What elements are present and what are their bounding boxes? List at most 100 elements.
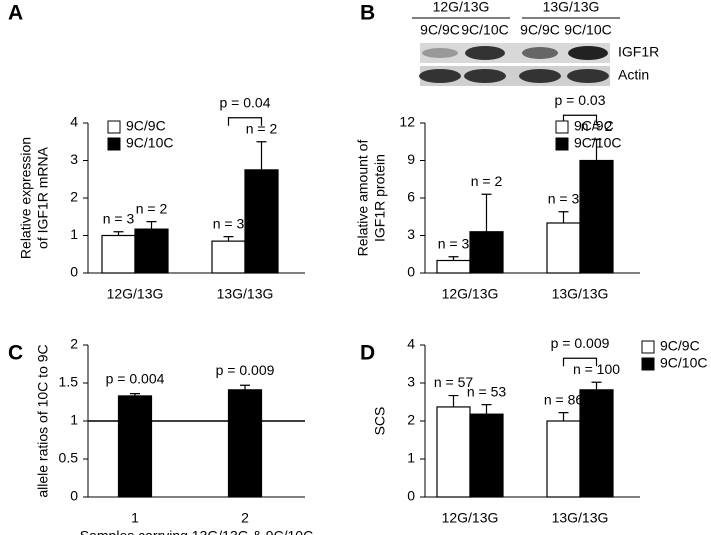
y-tick-label: 1 — [407, 450, 415, 466]
legend-label: 9C/9C — [574, 118, 614, 134]
y-tick-label: 4 — [407, 336, 415, 352]
band — [567, 69, 609, 83]
p-label: p = 0.009 — [551, 335, 610, 351]
error-bar — [481, 404, 492, 415]
bar — [546, 222, 581, 274]
n-label: n = 3 — [213, 215, 245, 231]
legend-swatch — [107, 137, 121, 151]
y-axis-label: Relative amount of — [355, 140, 371, 257]
panel-label: C — [8, 342, 23, 365]
y-tick-label: 3 — [407, 374, 415, 390]
significance-bracket — [227, 117, 263, 126]
y-tick-label: 3 — [70, 151, 78, 167]
legend-label: 9C/9C — [660, 338, 700, 354]
y-tick-label: 1 — [70, 412, 78, 428]
error-bar — [481, 193, 492, 232]
blot-group-label: 12G/13G — [433, 0, 490, 15]
n-label: n = 2 — [581, 118, 613, 134]
band — [568, 46, 608, 60]
significance-bracket — [562, 357, 598, 367]
p-label: p = 0.009 — [216, 362, 275, 378]
y-tick-label: 3 — [407, 226, 415, 242]
bar — [579, 389, 614, 498]
bar — [101, 234, 136, 274]
y-tick-label: 2 — [70, 336, 78, 352]
x-tick-label: 2 — [241, 510, 249, 526]
n-label: n = 3 — [438, 235, 470, 251]
y-tick-label: 4 — [70, 114, 78, 130]
y-axis-label: SCS — [372, 407, 388, 436]
panel-label: B — [360, 2, 375, 25]
error-bar — [113, 231, 124, 236]
bar — [469, 231, 504, 274]
legend-label: 9C/9C — [126, 118, 166, 134]
y-tick-label: 0 — [70, 264, 78, 280]
blot-band-label: IGF1R — [618, 44, 659, 60]
n-label: n = 3 — [103, 210, 135, 226]
x-tick-label: 13G/13G — [552, 510, 609, 526]
y-axis-label: IGF1R protein — [372, 154, 388, 242]
error-bar — [558, 412, 569, 421]
blot-lane-label: 9C/9C — [520, 22, 560, 38]
x-tick-label: 13G/13G — [552, 286, 609, 302]
legend-swatch — [555, 137, 569, 151]
band — [519, 69, 561, 83]
n-label: n = 3 — [548, 190, 580, 206]
legend-swatch — [641, 340, 655, 354]
bar — [436, 406, 471, 498]
error-bar — [130, 393, 140, 396]
y-tick-label: 0 — [407, 488, 415, 504]
blot-strip — [420, 66, 610, 86]
error-bar — [558, 211, 569, 223]
bar — [579, 159, 614, 274]
blot-lane-label: 9C/10C — [564, 22, 611, 38]
blot-band-label: Actin — [618, 67, 649, 83]
y-axis-label: of IGF1R mRNA — [35, 146, 51, 249]
error-bar — [256, 141, 267, 170]
legend-swatch — [641, 357, 655, 371]
bar — [117, 395, 153, 498]
error-bar — [240, 384, 250, 390]
bar — [227, 389, 263, 498]
n-label: n = 2 — [471, 173, 503, 189]
error-bar — [448, 394, 459, 407]
legend-label: 9C/10C — [126, 135, 173, 151]
bar — [211, 240, 246, 274]
band — [465, 46, 505, 60]
error-bar — [223, 236, 234, 242]
n-label: n = 86 — [544, 391, 584, 407]
n-label: n = 100 — [573, 361, 620, 377]
y-tick-label: 1 — [70, 226, 78, 242]
blot-strip — [420, 43, 610, 63]
x-tick-label: 12G/13G — [107, 286, 164, 302]
legend-swatch — [555, 120, 569, 134]
blot — [412, 17, 620, 86]
error-bar — [448, 256, 459, 261]
y-axis-label: Relative expression — [18, 137, 34, 259]
legend-label: 9C/10C — [574, 135, 621, 151]
p-label: p = 0.04 — [220, 94, 271, 110]
bar — [436, 259, 471, 274]
p-label: p = 0.03 — [555, 92, 606, 108]
y-tick-label: 0.5 — [59, 450, 79, 466]
blot-group-label: 13G/13G — [543, 0, 600, 15]
x-tick-label: 12G/13G — [442, 286, 499, 302]
error-bar — [146, 221, 157, 230]
band — [464, 69, 506, 83]
y-axis-label: allele ratios of 10C to 9C — [35, 344, 51, 497]
error-bar — [591, 138, 602, 161]
band — [419, 69, 461, 83]
significance-bracket — [562, 114, 598, 124]
p-label: p = 0.004 — [106, 370, 165, 386]
x-tick-label: 12G/13G — [442, 510, 499, 526]
bar — [469, 413, 504, 498]
legend-label: 9C/10C — [660, 355, 707, 371]
legend-swatch — [107, 120, 121, 134]
bar — [244, 169, 279, 274]
bar — [546, 420, 581, 498]
panel-label: D — [360, 342, 375, 365]
y-tick-label: 2 — [407, 412, 415, 428]
y-tick-label: 1.5 — [59, 374, 79, 390]
band — [522, 47, 558, 59]
